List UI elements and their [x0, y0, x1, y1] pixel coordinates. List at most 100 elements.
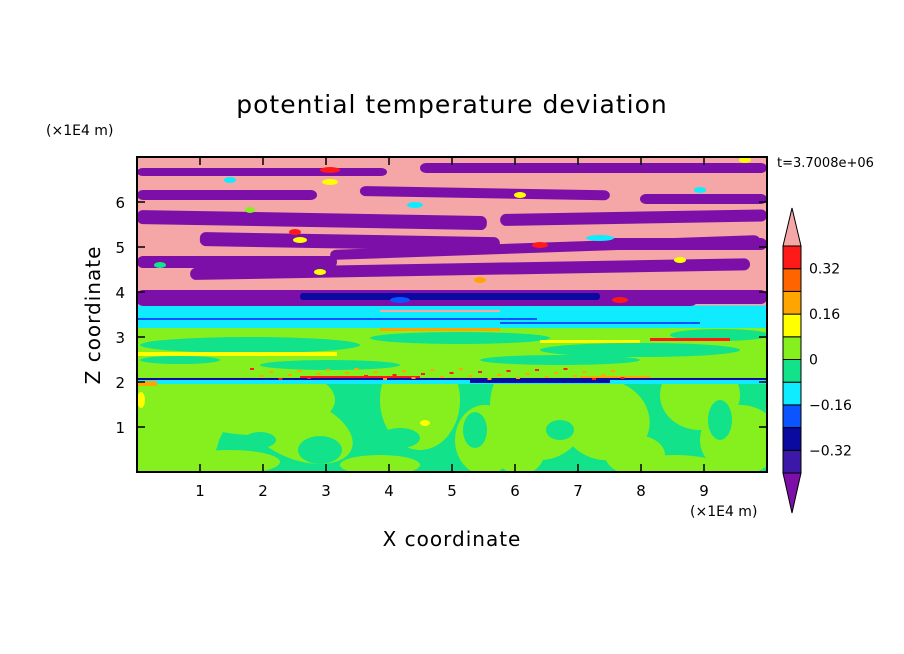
field-region [440, 376, 444, 378]
field-region [137, 392, 145, 408]
colorbar-segment [782, 404, 802, 429]
field-region [580, 376, 650, 378]
field-region [137, 210, 487, 231]
field-region [497, 374, 501, 376]
field-region [316, 373, 321, 375]
field-region [546, 420, 574, 440]
field-region [544, 376, 549, 378]
field-region [468, 375, 473, 377]
y-unit-label: (×1E4 m) [46, 123, 113, 139]
field-region [364, 375, 368, 377]
field-region [420, 420, 430, 426]
field-region [500, 209, 767, 226]
y-tick-label: 6 [115, 194, 125, 212]
plot-area [137, 157, 767, 472]
field-region [380, 428, 420, 448]
colorbar-segment [782, 268, 802, 292]
field-region [500, 322, 700, 324]
field-region [478, 371, 482, 373]
field-region [259, 375, 264, 377]
x-unit-label: (×1E4 m) [690, 504, 757, 520]
x-tick-label: 6 [510, 482, 520, 500]
field-region [554, 372, 558, 374]
field-region [345, 372, 349, 374]
field-region [739, 157, 751, 163]
field-region [650, 338, 730, 341]
field-region [307, 377, 311, 379]
field-region [506, 370, 511, 372]
field-region [402, 370, 406, 372]
field-region [516, 377, 520, 379]
y-tick-label: 2 [115, 374, 125, 392]
field-region [459, 368, 463, 370]
field-region [300, 376, 420, 378]
y-tick-label: 3 [115, 329, 125, 347]
colorbar-segment [782, 245, 802, 270]
y-axis: 1 2 3 4 5 6 [115, 194, 767, 437]
field-region [411, 377, 416, 379]
field-region [293, 237, 307, 243]
field-region [354, 368, 359, 370]
field-region [288, 374, 292, 376]
x-tick-label: 9 [699, 482, 709, 500]
field-region [407, 202, 423, 208]
field-region [199, 232, 500, 252]
colorbar-min-arrow [782, 472, 802, 514]
field-region [340, 455, 420, 472]
field-region [592, 378, 596, 380]
field-region [474, 277, 486, 283]
field-region [540, 340, 640, 343]
x-tick-label: 4 [384, 482, 394, 500]
x-tick-label: 3 [321, 482, 331, 500]
field-region [563, 368, 568, 370]
field-region [137, 352, 337, 356]
field-region [289, 229, 301, 235]
colorbar-segment [782, 359, 802, 383]
colorbar-tick-label: 0.32 [809, 262, 840, 278]
field-region [359, 186, 610, 201]
field-region [154, 262, 166, 268]
colorbar-tick-label: 0.16 [809, 307, 840, 323]
field-region [421, 373, 425, 375]
field-region [487, 378, 492, 380]
field-region [137, 168, 387, 176]
field-region [586, 235, 614, 241]
field-region [298, 436, 342, 464]
field-region [137, 256, 337, 268]
field-region [137, 305, 767, 328]
field-region [582, 371, 587, 373]
x-tick-label: 8 [636, 482, 646, 500]
field-region [525, 373, 530, 375]
field-region [480, 355, 640, 365]
colorbar-segment [782, 336, 802, 360]
field-region [383, 378, 387, 380]
field-region [137, 379, 767, 384]
y-axis-label: Z coordinate [81, 246, 105, 385]
x-tick-label: 1 [195, 482, 205, 500]
field-region [670, 329, 767, 341]
colorbar-tick-label: −0.16 [809, 398, 852, 414]
field-region [245, 207, 255, 213]
field-region [278, 378, 283, 380]
field-region [573, 375, 577, 377]
field-region [260, 360, 400, 370]
field-region [320, 167, 340, 173]
field-region [224, 177, 236, 183]
field-region [180, 450, 280, 472]
field-region [601, 374, 606, 376]
field-region [269, 371, 273, 373]
field-region [392, 374, 397, 376]
y-tick-label: 1 [115, 419, 125, 437]
colorbar-tick-label: −0.32 [809, 443, 852, 459]
field-region [600, 238, 767, 250]
field-region [335, 376, 340, 378]
field-region [380, 328, 500, 331]
field-region [244, 432, 276, 448]
field-region [625, 455, 725, 472]
field-region [532, 242, 548, 248]
field-region [190, 258, 751, 280]
field-region [140, 337, 360, 353]
field-region [430, 369, 435, 371]
field-region [137, 157, 767, 306]
field-region [694, 187, 706, 193]
